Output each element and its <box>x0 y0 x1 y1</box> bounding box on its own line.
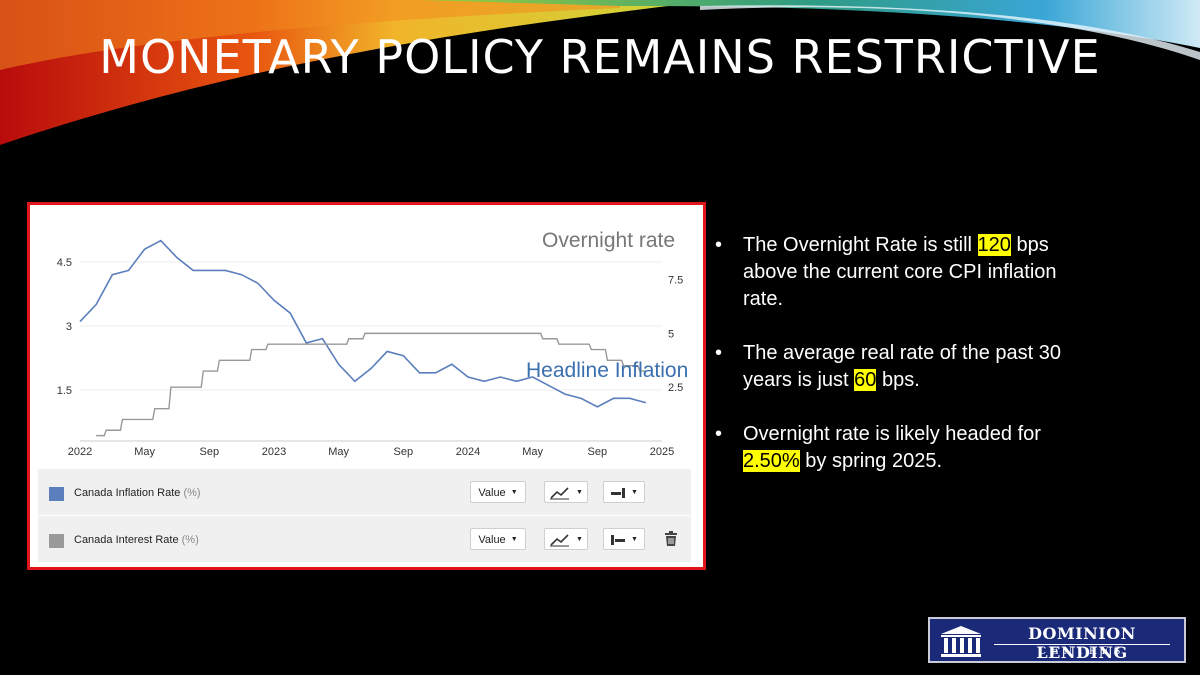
legend-label-inflation: Canada Inflation Rate (%) <box>74 487 201 499</box>
x-tick-label: 2022 <box>68 446 92 458</box>
caret-down-icon: ▼ <box>576 489 583 497</box>
caret-down-icon: ▼ <box>576 536 583 544</box>
caret-down-icon: ▼ <box>510 536 518 544</box>
highlighted-value: 60 <box>854 369 877 391</box>
x-tick-label: Sep <box>200 446 220 458</box>
bullet-dot-icon: • <box>715 342 723 364</box>
value-dropdown-inflation[interactable]: Value ▼ <box>470 481 526 503</box>
logo-text-line2: CENTRES <box>1038 646 1126 657</box>
bullet-dot-icon: • <box>715 234 723 256</box>
y-left-tick-label: 3 <box>66 321 72 333</box>
bullet-text: bps. <box>876 369 920 391</box>
legend-row-interest[interactable]: Canada Interest Rate (%) Value ▼ ▼ ▼ <box>38 516 691 562</box>
caret-down-icon: ▼ <box>631 489 638 497</box>
legend-row-inflation[interactable]: Canada Inflation Rate (%) Value ▼ ▼ ▼ <box>38 469 691 515</box>
caret-down-icon: ▼ <box>631 536 638 544</box>
x-tick-label: 2025 <box>650 446 674 458</box>
pillars-logo-icon <box>941 626 981 657</box>
axis-dropdown-inflation[interactable]: ▼ <box>603 481 645 503</box>
decorative-swoosh <box>0 0 1200 145</box>
bullet-text: by spring 2025. <box>799 450 943 472</box>
chart-type-dropdown-inflation[interactable]: ▼ <box>544 481 588 503</box>
legend-swatch-interest <box>49 534 64 548</box>
highlighted-value: 2.50% <box>743 450 800 472</box>
bullet-text: The average real rate of the past 30 yea… <box>743 342 1061 391</box>
y-right-tick-label: 7.5 <box>668 275 683 287</box>
slide-title: MONETARY POLICY REMAINS RESTRICTIVE <box>99 30 1101 84</box>
line-chart: 1.5 3 4.5 2.5 5 7.5 2022 May Sep 2023 May Sep 2024 Ma… <box>57 229 689 458</box>
x-tick-label: Sep <box>394 446 414 458</box>
right-axis-icon <box>611 488 626 499</box>
x-tick-label: May <box>522 446 543 458</box>
line-chart-icon <box>550 534 570 547</box>
x-tick-label: Sep <box>588 446 608 458</box>
value-dropdown-interest[interactable]: Value ▼ <box>470 528 526 550</box>
highlighted-value: 120 <box>977 234 1011 256</box>
annotation-overnight-rate: Overnight rate <box>542 229 675 252</box>
company-logo: DOMINION LENDING CENTRES <box>928 617 1186 663</box>
series-line-inflation <box>79 239 647 408</box>
annotation-headline-inflation: Headline Inflation <box>526 359 688 382</box>
chart-panel: 1.5 3 4.5 2.5 5 7.5 2022 May Sep 2023 May Sep 2024 Ma… <box>27 202 706 570</box>
x-tick-label: 2023 <box>262 446 286 458</box>
y-right-tick-label: 5 <box>668 328 674 340</box>
trash-icon[interactable] <box>664 531 678 547</box>
bullet-text: The Overnight Rate is still <box>743 234 978 256</box>
line-chart-icon <box>550 487 570 500</box>
y-right-tick-label: 2.5 <box>668 382 683 394</box>
logo-divider <box>994 644 1170 645</box>
bullet-list: • The Overnight Rate is still 120 bps ab… <box>715 232 1075 502</box>
left-axis-icon <box>611 535 626 546</box>
x-tick-label: May <box>328 446 349 458</box>
y-left-tick-label: 1.5 <box>57 385 72 397</box>
bullet-item: • Overnight rate is likely headed for 2.5… <box>715 421 1075 475</box>
bullet-text: Overnight rate is likely headed for <box>743 423 1041 445</box>
y-left-tick-label: 4.5 <box>57 257 72 269</box>
bullet-item: • The average real rate of the past 30 ye… <box>715 340 1075 394</box>
x-tick-label: May <box>134 446 155 458</box>
x-tick-label: 2024 <box>456 446 480 458</box>
legend-swatch-inflation <box>49 487 64 501</box>
bullet-item: • The Overnight Rate is still 120 bps ab… <box>715 232 1075 313</box>
bullet-dot-icon: • <box>715 423 723 445</box>
logo-text-line1: DOMINION LENDING <box>1028 624 1136 662</box>
axis-dropdown-interest[interactable]: ▼ <box>603 528 645 550</box>
legend-label-interest: Canada Interest Rate (%) <box>74 534 199 546</box>
chart-type-dropdown-interest[interactable]: ▼ <box>544 528 588 550</box>
caret-down-icon: ▼ <box>510 489 518 497</box>
bullet-text: bps above the current core CPI inflation… <box>743 234 1057 310</box>
series-line-interest <box>96 332 646 437</box>
